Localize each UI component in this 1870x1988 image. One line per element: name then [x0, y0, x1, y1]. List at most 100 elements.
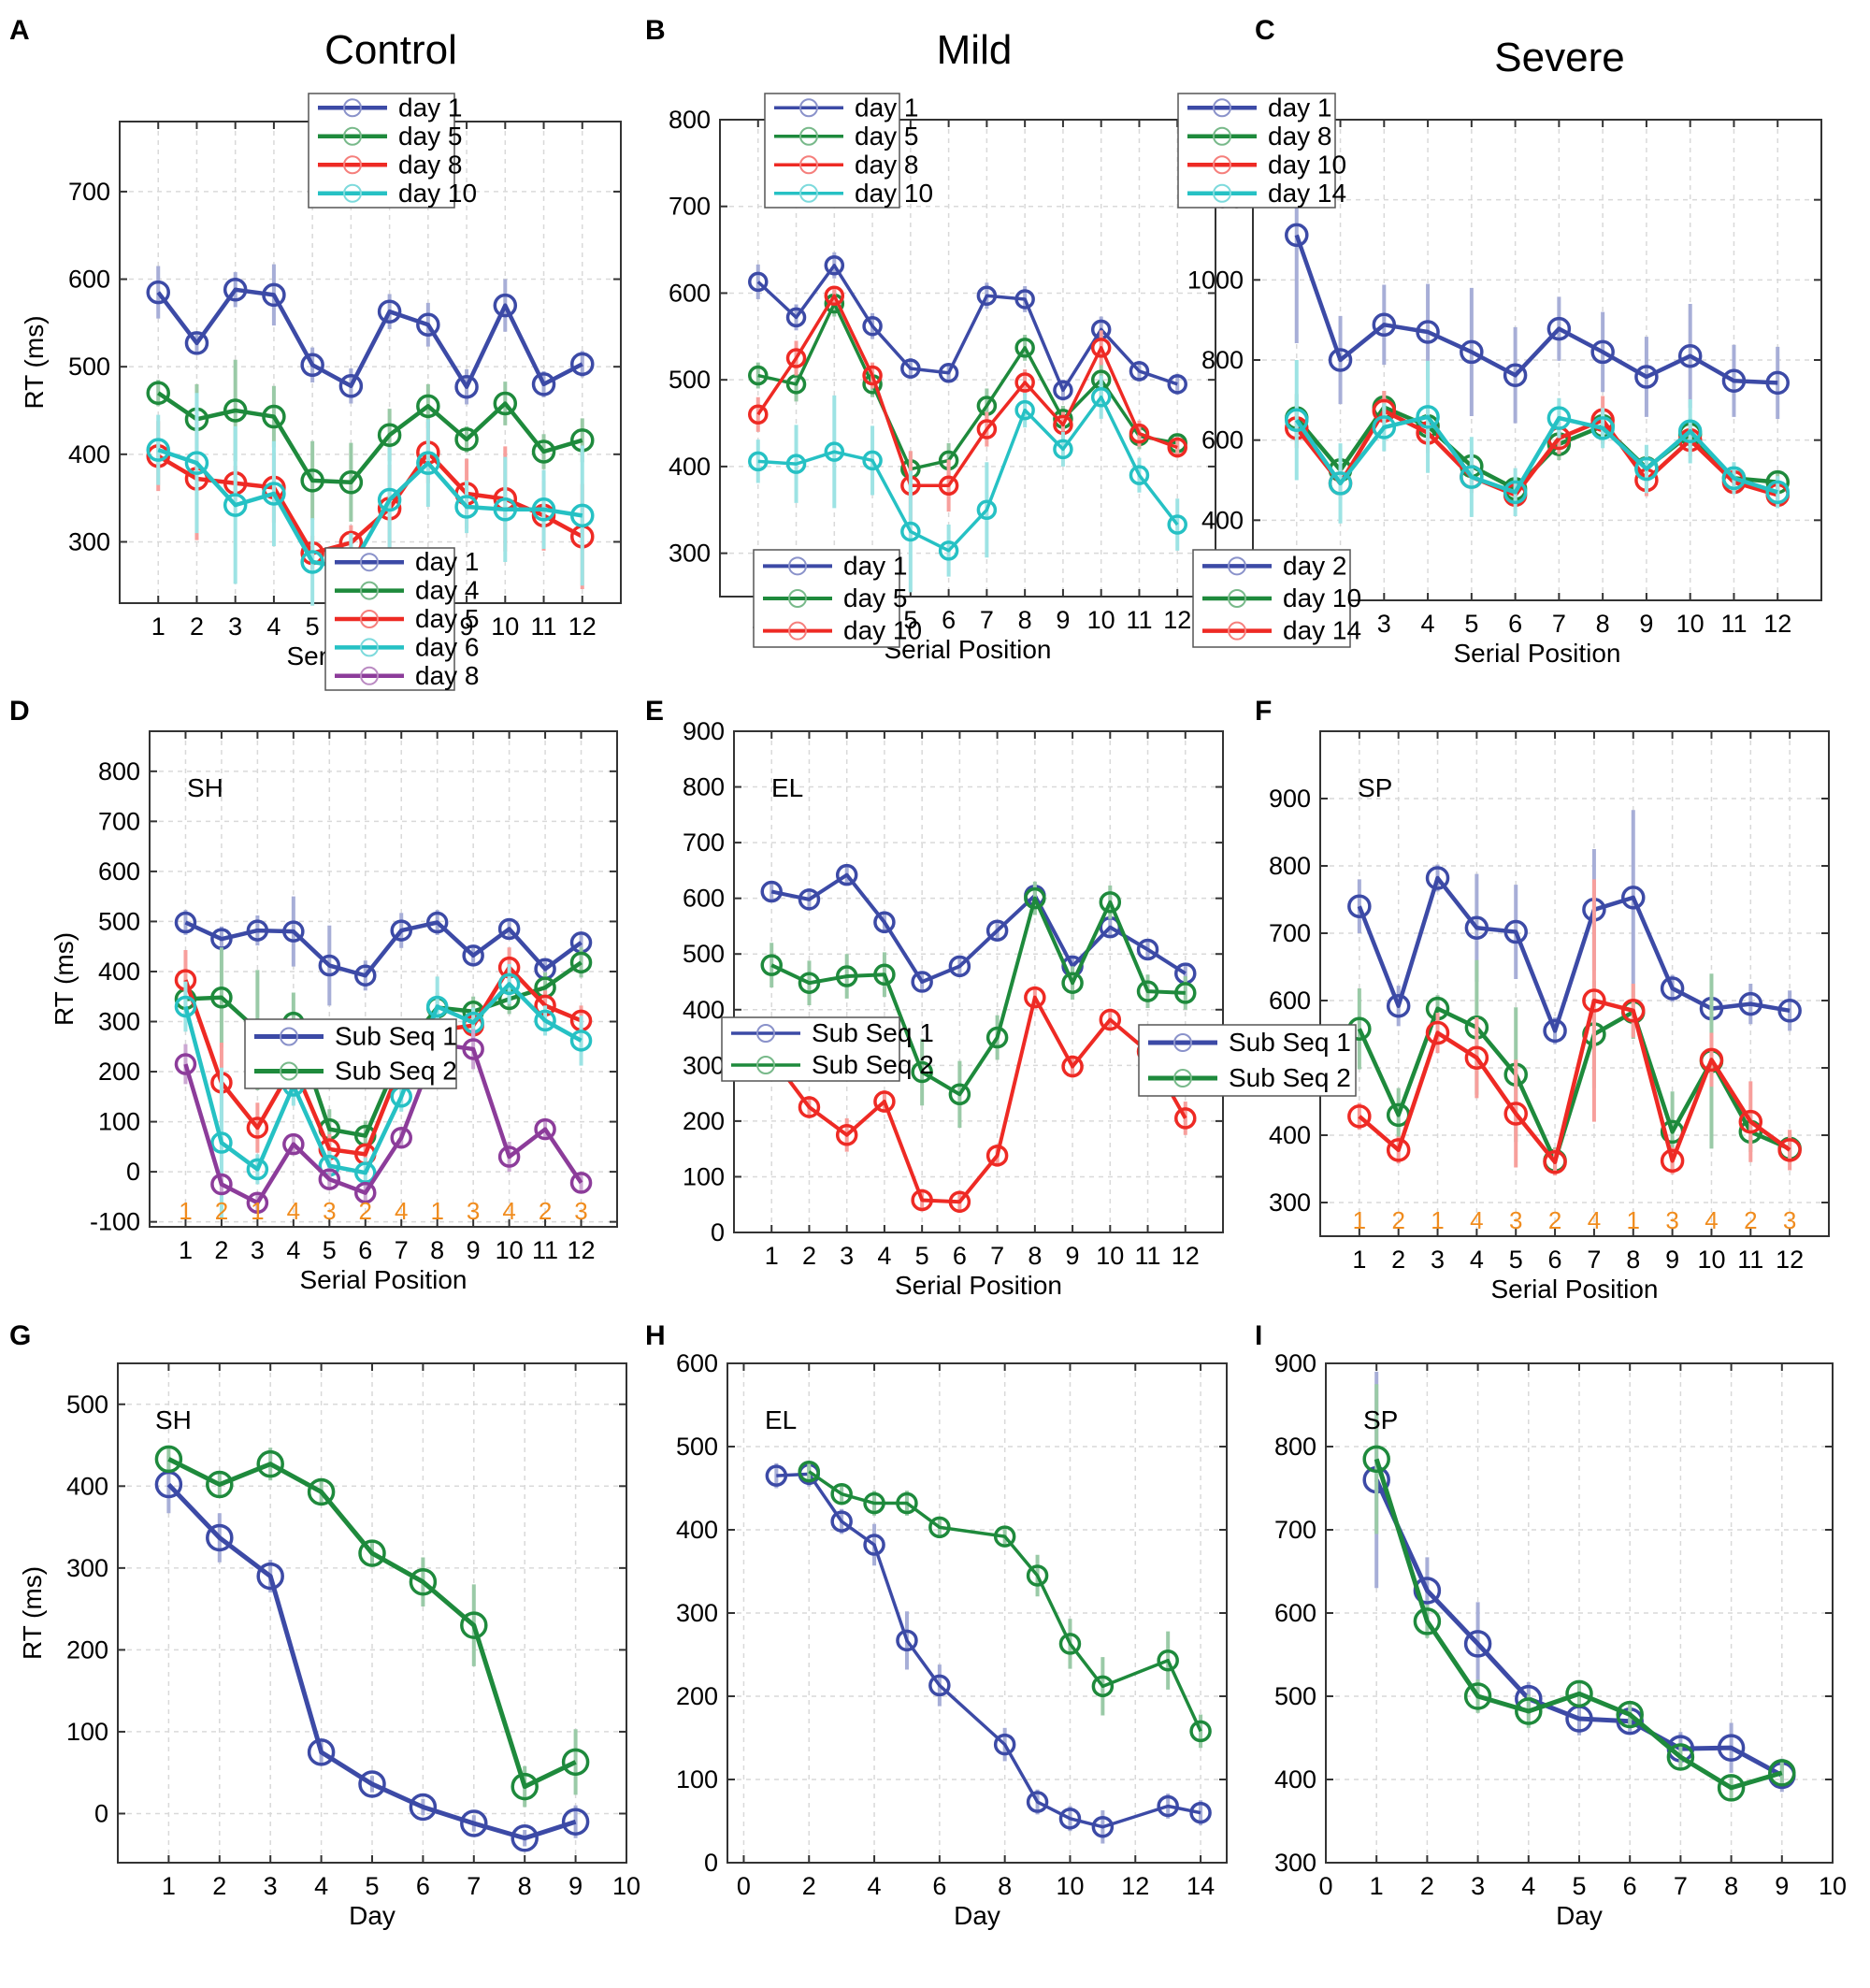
data-point — [1167, 437, 1187, 458]
data-point — [1285, 408, 1309, 432]
series-line — [757, 395, 1179, 553]
data-point — [1425, 866, 1450, 890]
data-point — [358, 1539, 386, 1567]
panel-letter-f: F — [1255, 696, 1272, 727]
subsequence-label: 4 — [1705, 1206, 1718, 1234]
y-tick-label: 400 — [66, 1472, 108, 1500]
data-point — [1460, 465, 1484, 489]
data-point — [862, 450, 883, 471]
y-tick-label: 100 — [683, 1162, 725, 1190]
x-tick-label: 5 — [306, 612, 320, 641]
data-point — [1189, 1720, 1212, 1743]
subsequence-label: 1 — [430, 1197, 443, 1225]
data-point — [210, 1131, 233, 1154]
data-point — [1014, 372, 1035, 393]
data-point — [354, 1181, 377, 1204]
legend-entry: day 8 — [1268, 122, 1332, 151]
legend-box — [1138, 1024, 1357, 1097]
data-point — [462, 944, 484, 967]
x-tick-label: 1 — [1370, 1872, 1384, 1900]
data-point — [1463, 1682, 1492, 1710]
subsequence-label: 3 — [1509, 1206, 1522, 1234]
data-point — [1621, 999, 1646, 1023]
y-tick-label: 200 — [66, 1635, 108, 1664]
x-axis-label: Serial Position — [300, 1265, 468, 1294]
data-point — [896, 1629, 918, 1652]
data-point — [1503, 919, 1528, 944]
data-point — [561, 1808, 590, 1836]
legend-swatch-marker — [1173, 1069, 1192, 1088]
x-axis-label: Serial Position — [1491, 1275, 1659, 1304]
legend-swatch-marker — [1228, 589, 1246, 608]
y-tick-label: 600 — [98, 857, 140, 886]
grid — [727, 1362, 1227, 1864]
data-point — [390, 919, 412, 942]
data-point — [497, 1145, 521, 1168]
data-point — [798, 972, 821, 994]
legend: day 1 day 5 day 10 — [753, 549, 922, 648]
legend-entry: day 14 — [1283, 616, 1361, 645]
data-point — [1543, 1150, 1567, 1174]
x-tick-label: 8 — [430, 1236, 444, 1264]
data-point — [493, 497, 518, 522]
x-tick-label: 3 — [1431, 1246, 1445, 1274]
subject-label: SH — [187, 773, 223, 802]
data-point — [928, 1674, 951, 1697]
y-tick-label: 400 — [68, 440, 110, 468]
y-tick-label: 400 — [669, 453, 711, 481]
x-tick-label: 2 — [214, 1236, 228, 1264]
data-point — [531, 497, 556, 522]
y-tick-label: 600 — [1274, 1599, 1316, 1627]
subsequence-label: 3 — [574, 1197, 587, 1225]
y-tick-label: 0 — [704, 1849, 718, 1877]
legend-box — [721, 1016, 900, 1082]
data-point — [1777, 1138, 1802, 1162]
chart-panel-e: E1 2 3 4 5 6 7 8 9 10 11 12010020030040050060070080… — [645, 549, 1224, 1300]
y-tick-label: 900 — [1274, 1349, 1316, 1377]
y-tick-label: 500 — [68, 353, 110, 381]
x-tick-label: 8 — [998, 1872, 1012, 1900]
data-point — [569, 951, 593, 974]
y-tick-label: 800 — [683, 773, 725, 801]
legend-box — [764, 93, 900, 209]
legend-entry: day 1 — [843, 551, 908, 580]
y-axis-label: RT (ms) — [18, 1566, 47, 1660]
legend-entry: day 14 — [1268, 179, 1346, 208]
x-tick-label: 4 — [868, 1872, 882, 1900]
x-tick-label: 2 — [1391, 1246, 1405, 1274]
x-tick-label: 6 — [953, 1242, 967, 1270]
series-day-10 — [1285, 390, 1790, 508]
data-point — [830, 1510, 853, 1533]
data-point — [300, 550, 324, 574]
data-point — [282, 920, 305, 943]
data-point — [1660, 976, 1685, 1001]
subsequence-label: 4 — [1470, 1206, 1483, 1234]
x-tick-label: 8 — [1724, 1872, 1738, 1900]
series-day-2 — [1347, 810, 1802, 1044]
series-line — [1358, 998, 1791, 1165]
legend-swatch-marker — [343, 126, 362, 146]
x-tick-label: 5 — [915, 1242, 929, 1270]
data-point — [1129, 361, 1150, 382]
data-point — [824, 441, 845, 462]
data-point — [409, 1567, 438, 1596]
x-tick-label: 3 — [1471, 1872, 1485, 1900]
series-line — [756, 294, 1178, 488]
y-tick-label: 300 — [669, 540, 711, 568]
subject-label: SP — [1358, 773, 1392, 802]
data-point — [1634, 365, 1659, 389]
grid — [1325, 1362, 1834, 1864]
data-point — [256, 1449, 284, 1478]
subject-label: EL — [771, 773, 803, 802]
y-tick-label: 400 — [98, 958, 140, 986]
x-tick-label: 2 — [212, 1872, 226, 1900]
legend-swatch-marker — [788, 589, 807, 608]
x-tick-label: 3 — [1377, 610, 1391, 638]
series-line — [166, 1482, 577, 1841]
x-tick-label: 11 — [531, 612, 557, 641]
x-tick-label: 7 — [980, 606, 994, 634]
y-tick-label: 600 — [683, 885, 725, 913]
data-point — [1416, 405, 1440, 429]
data-point — [1386, 1138, 1411, 1162]
data-point — [409, 1793, 438, 1822]
